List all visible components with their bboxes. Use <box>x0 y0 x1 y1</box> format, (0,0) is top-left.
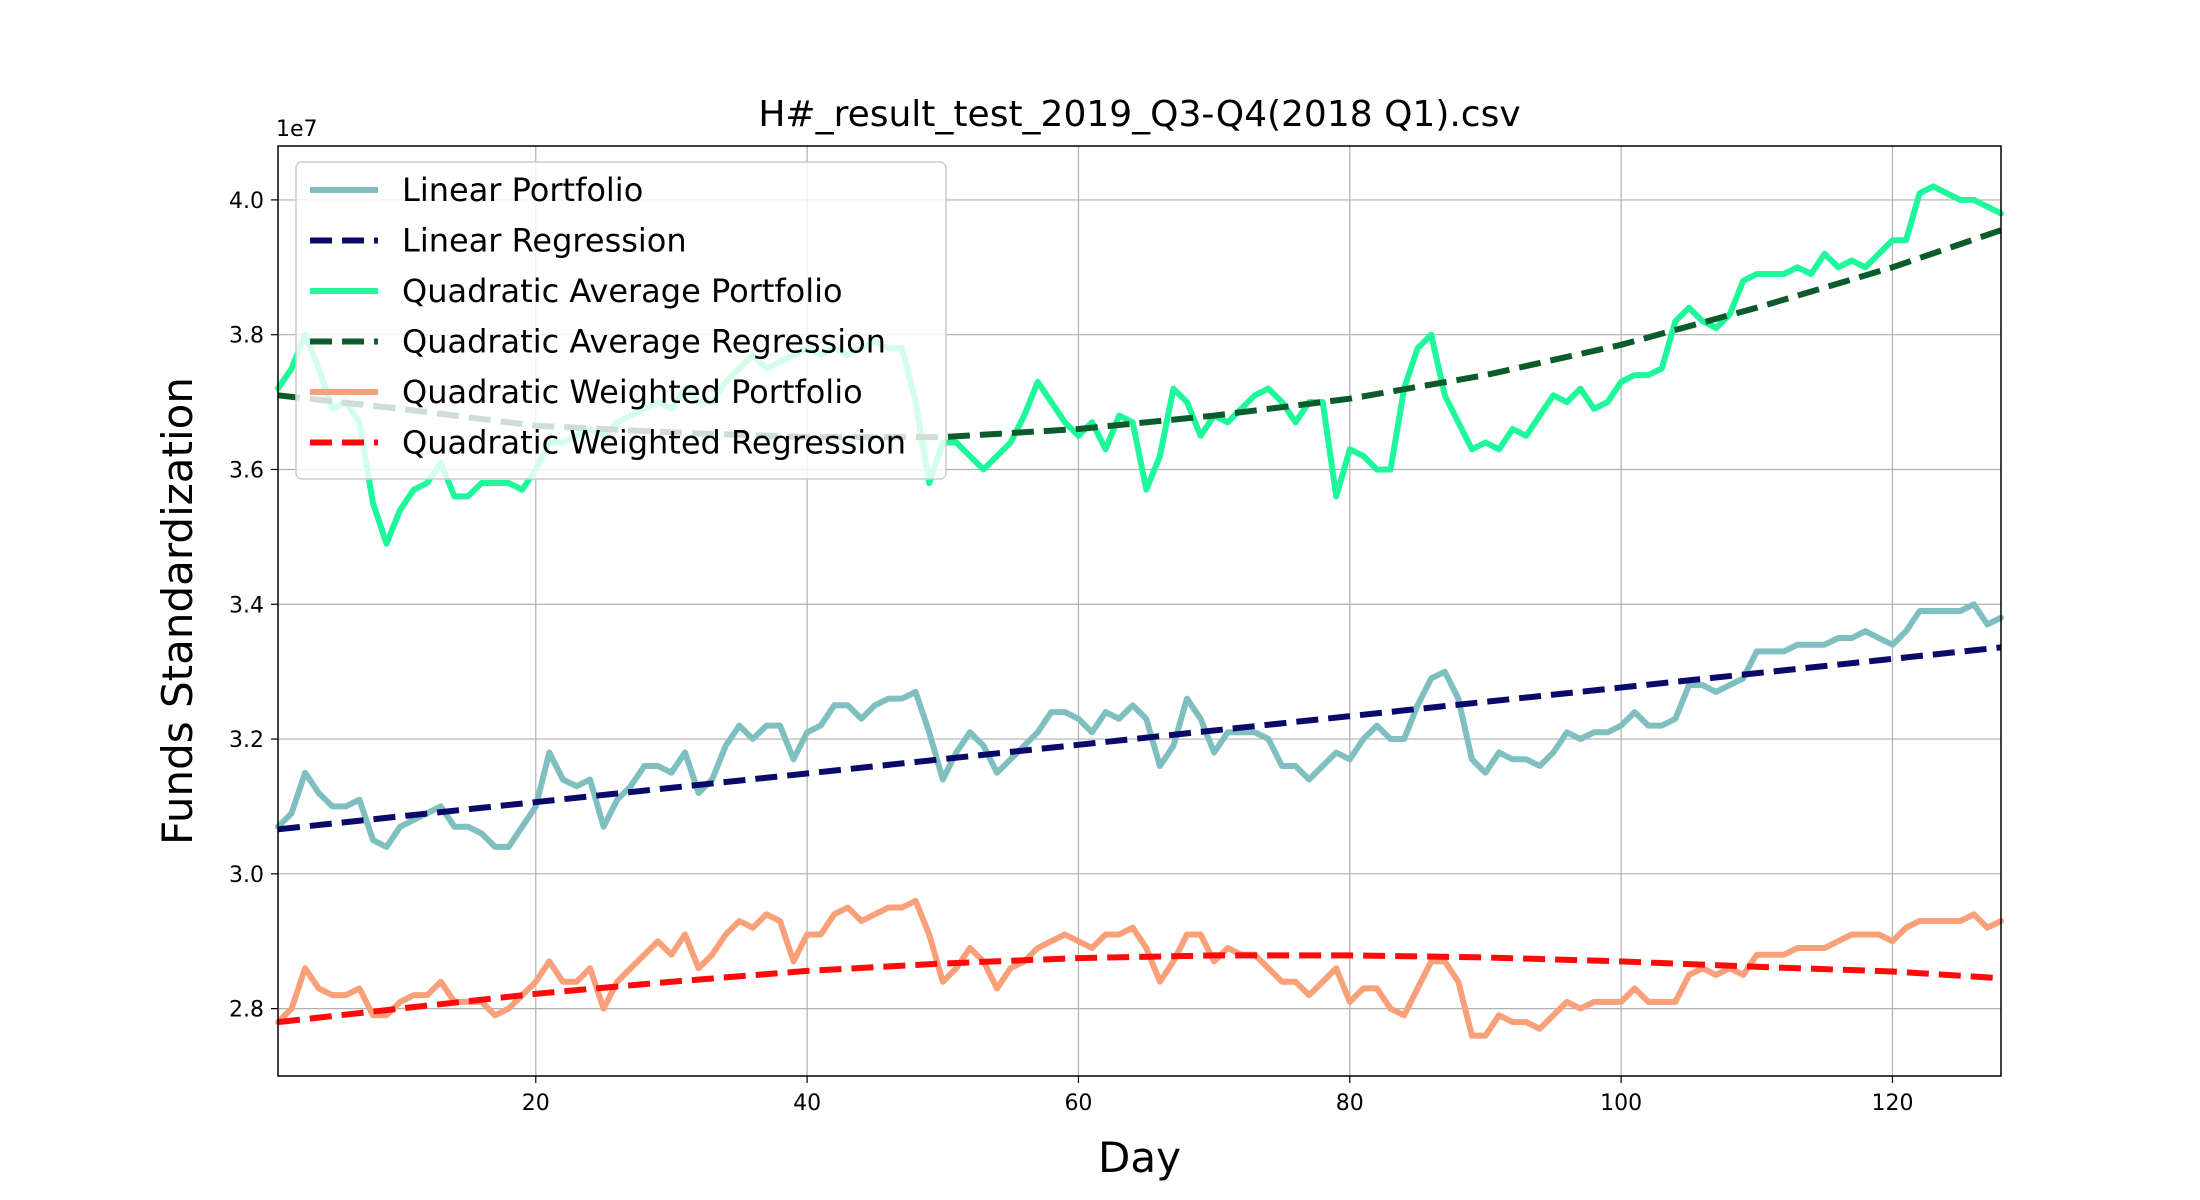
x-tick-label: 100 <box>1600 1091 1642 1116</box>
legend-box <box>295 161 947 480</box>
y-tick-label: 3.8 <box>229 324 264 349</box>
legend-label: Linear Regression <box>402 222 687 260</box>
legend-label: Linear Portfolio <box>402 171 643 209</box>
y-tick-label: 3.4 <box>229 593 264 618</box>
y-tick-label: 3.6 <box>229 458 264 483</box>
axis-ticks: 20 40 60 80 100 120 2.8 3.0 3.2 3.4 3.6 3.8 4.0 <box>229 189 1913 1116</box>
series-line-linear-portfolio <box>275 601 2004 850</box>
legend-label: Quadratic Weighted Portfolio <box>402 373 863 411</box>
y-axis-offset-label: 1e7 <box>276 117 318 142</box>
x-tick-label: 40 <box>793 1091 821 1116</box>
y-tick-label: 2.8 <box>229 998 264 1023</box>
chart-title: H#_result_test_2019_Q3-Q4(2018 Q1).csv <box>758 94 1520 135</box>
series-line-quadratic-weighted-regression <box>277 952 2002 1026</box>
legend-label: Quadratic Average Regression <box>402 323 886 361</box>
x-tick-label: 60 <box>1064 1091 1092 1116</box>
x-tick-label: 80 <box>1336 1091 1364 1116</box>
legend-label: Quadratic Weighted Regression <box>402 424 906 462</box>
legend: Linear Portfolio Linear Regression Quadrat… <box>295 161 947 480</box>
series-line-linear-regression <box>277 644 2002 833</box>
series-line-quadratic-weighted-portfolio <box>275 897 2004 1039</box>
x-tick-label: 120 <box>1871 1091 1913 1116</box>
legend-label: Quadratic Average Portfolio <box>402 272 843 310</box>
plot-area-frame <box>277 145 2002 1077</box>
x-tick-label: 20 <box>522 1091 550 1116</box>
y-axis-label: Funds Standardization <box>153 377 202 845</box>
y-tick-label: 3.2 <box>229 728 264 753</box>
y-tick-label: 4.0 <box>229 189 264 214</box>
series-line-quadratic-average-regression <box>277 227 2002 441</box>
x-axis-label: Day <box>1098 1133 1181 1182</box>
y-tick-label: 3.0 <box>229 863 264 888</box>
